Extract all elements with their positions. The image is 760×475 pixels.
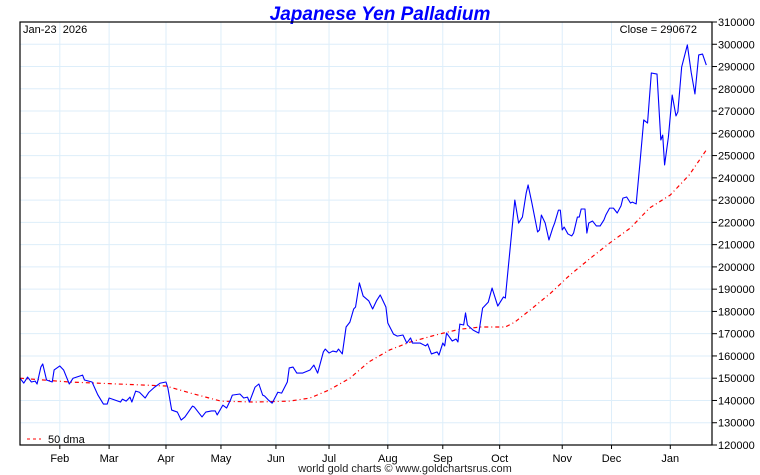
date-label: Jan-23 2026 bbox=[23, 24, 87, 36]
y-tick-label: 200000 bbox=[718, 262, 755, 274]
x-tick-label: May bbox=[211, 453, 232, 465]
x-tick-label: Jun bbox=[267, 453, 285, 465]
x-tick-label: Apr bbox=[157, 453, 174, 465]
y-tick-label: 150000 bbox=[718, 373, 755, 385]
price-series bbox=[19, 44, 707, 421]
x-tick-label: Oct bbox=[491, 453, 508, 465]
y-tick-label: 310000 bbox=[718, 17, 755, 29]
x-axis: Feb Mar Apr May Jun Jul Aug Sep Oct Nov Dec Jan bbox=[50, 445, 679, 465]
y-tick-label: 240000 bbox=[718, 173, 755, 185]
x-tick-label: Aug bbox=[378, 453, 398, 465]
x-tick-label: Mar bbox=[100, 453, 119, 465]
y-tick-label: 230000 bbox=[718, 195, 755, 207]
legend-dma-label: 50 dma bbox=[48, 434, 86, 446]
price-line bbox=[19, 44, 707, 421]
plot-frame bbox=[19, 21, 713, 446]
dma-series bbox=[19, 149, 707, 403]
y-tick-label: 260000 bbox=[718, 128, 755, 140]
y-tick-label: 250000 bbox=[718, 151, 755, 163]
y-tick-label: 180000 bbox=[718, 306, 755, 318]
y-tick-label: 270000 bbox=[718, 106, 755, 118]
x-tick-label: Jan bbox=[661, 453, 679, 465]
chart-title: Japanese Yen Palladium bbox=[270, 4, 491, 25]
y-tick-label: 130000 bbox=[718, 418, 755, 430]
x-tick-label: Sep bbox=[433, 453, 453, 465]
y-tick-label: 220000 bbox=[718, 217, 755, 229]
x-tick-label: Feb bbox=[50, 453, 69, 465]
y-tick-label: 140000 bbox=[718, 395, 755, 407]
close-label: Close = 290672 bbox=[620, 24, 697, 36]
footer-credit: world gold charts © www.goldchartsrus.co… bbox=[297, 463, 512, 475]
y-tick-label: 280000 bbox=[718, 84, 755, 96]
y-tick-label: 300000 bbox=[718, 39, 755, 51]
dma-line bbox=[19, 149, 707, 403]
grid bbox=[20, 21, 712, 446]
x-tick-label: Dec bbox=[602, 453, 622, 465]
y-tick-label: 210000 bbox=[718, 240, 755, 252]
y-tick-label: 170000 bbox=[718, 329, 755, 341]
x-tick-label: Jul bbox=[322, 453, 336, 465]
y-tick-label: 160000 bbox=[718, 351, 755, 363]
y-axis: 120000 130000 140000 150000 160000 170000 1800… bbox=[712, 17, 755, 452]
y-tick-label: 290000 bbox=[718, 62, 755, 74]
legend: 50 dma bbox=[27, 434, 86, 446]
x-tick-label: Nov bbox=[552, 453, 572, 465]
y-tick-label: 120000 bbox=[718, 440, 755, 452]
y-tick-label: 190000 bbox=[718, 284, 755, 296]
